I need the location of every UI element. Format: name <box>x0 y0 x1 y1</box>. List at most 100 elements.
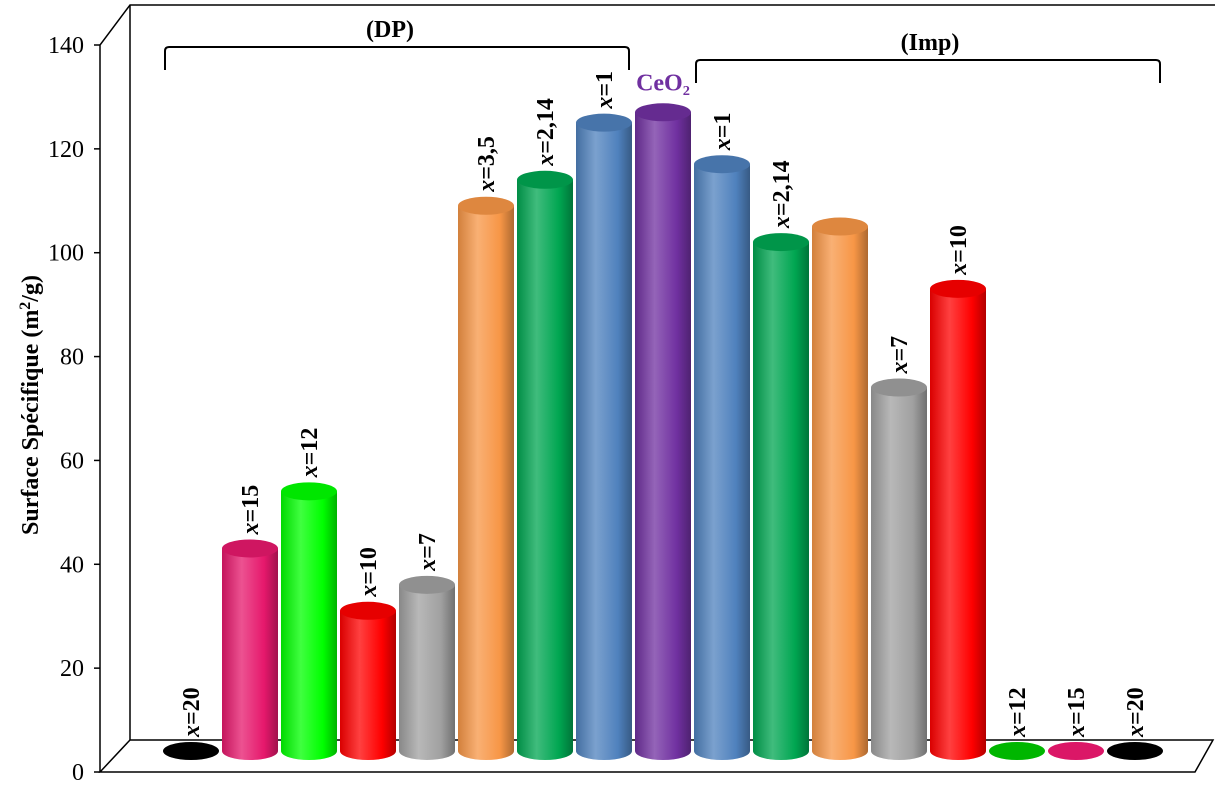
group-bracket <box>164 46 630 70</box>
y-tick-label: 60 <box>60 448 84 474</box>
bar-label: x=2,14 <box>769 160 795 229</box>
bar-label-value: =20 <box>1123 687 1149 725</box>
bar-label: x=1 <box>592 71 618 110</box>
y-tick-label: 100 <box>48 241 84 267</box>
bar-label-value: =1 <box>710 113 736 139</box>
group-label: (DP) <box>366 17 414 43</box>
bar-label: CeO₂ <box>636 70 690 96</box>
bar-label-var: x <box>533 154 559 167</box>
bar-label-var: x <box>179 725 205 738</box>
bar-body <box>281 491 337 760</box>
bar-label-value: =20 <box>179 687 205 725</box>
bar <box>458 196 514 760</box>
bars <box>163 103 1163 761</box>
bar-label-var: x <box>356 585 382 598</box>
y-tick-label: 20 <box>60 656 84 682</box>
group-brackets: (DP) (Imp) <box>164 17 1161 83</box>
bar-top <box>458 196 514 215</box>
bar-label: x=7 <box>887 336 913 375</box>
bar-disc <box>1048 742 1104 760</box>
bar-body <box>576 122 632 760</box>
bar <box>989 742 1045 760</box>
bar-label-var: x <box>238 522 264 535</box>
bar-label-value: =1 <box>592 71 618 97</box>
bar-top <box>399 575 455 594</box>
bar <box>517 170 573 761</box>
bar <box>635 103 691 761</box>
bar-labels: x=20x=15x=12x=10 x=7x=3,5 x=2,14 x=1 CeO₂x=1… <box>179 70 1149 738</box>
bar-label-value: =10 <box>946 225 972 263</box>
bar-label-value: =2,14 <box>769 160 795 216</box>
bar-label: x=12 <box>297 428 323 479</box>
bar-top <box>812 217 868 236</box>
bar-label-var: x <box>297 465 323 478</box>
bar-top <box>930 279 986 298</box>
bar-top <box>340 601 396 620</box>
bar <box>871 378 927 760</box>
bar <box>222 539 278 760</box>
bar-label-value: =15 <box>1064 687 1090 725</box>
bar-body <box>694 164 750 760</box>
bar-label: x=3,5 <box>474 136 500 193</box>
y-tick-label: 40 <box>60 552 84 578</box>
bar-label-var: x <box>1005 725 1031 738</box>
bar-top <box>222 539 278 558</box>
bar-label: x=20 <box>179 687 205 738</box>
bar-label-var: x <box>415 559 441 572</box>
bar-body <box>222 548 278 760</box>
bar <box>399 575 455 760</box>
y-axis-title-end: /g) <box>18 275 44 303</box>
bar-body <box>753 242 809 761</box>
y-tick-label: 140 <box>48 33 84 59</box>
bar <box>812 217 868 760</box>
y-axis-title-main: Surface Spécifique (m <box>18 310 44 535</box>
bar-label-value: =7 <box>887 336 913 362</box>
bar-label-value: =7 <box>415 533 441 559</box>
group-bracket <box>695 59 1161 83</box>
bar <box>163 742 219 760</box>
y-tick-label: 80 <box>60 345 84 371</box>
group-label: (Imp) <box>901 30 960 56</box>
bar-body <box>458 205 514 760</box>
bar <box>340 601 396 760</box>
bar-body <box>871 387 927 760</box>
bar-disc <box>989 742 1045 760</box>
bar <box>1107 742 1163 760</box>
bar-top <box>694 155 750 174</box>
bar-label: x=7 <box>415 533 441 572</box>
bar-label-value: =15 <box>238 485 264 523</box>
bar-top <box>635 103 691 122</box>
bar-label-var: x <box>1064 725 1090 738</box>
bar-body <box>930 288 986 760</box>
bar-label-var: x <box>887 362 913 375</box>
bar-label: x=15 <box>238 485 264 536</box>
y-axis-title: Surface Spécifique (m2/g) <box>17 275 45 535</box>
bar <box>576 113 632 760</box>
bar-label: x=12 <box>1005 687 1031 738</box>
bar-label-value: =12 <box>1005 687 1031 725</box>
bar <box>281 482 337 760</box>
y-tick-label: 120 <box>48 137 84 163</box>
left-wall <box>99 4 1215 772</box>
y-tick-label: 0 <box>72 760 84 786</box>
bar-label-var: x <box>474 180 500 193</box>
bar-label-var: x <box>769 216 795 229</box>
bar-label-var: x <box>1123 725 1149 738</box>
bar-top <box>517 170 573 189</box>
bar-label-var: x <box>710 138 736 151</box>
bar <box>930 279 986 760</box>
bar-top <box>753 233 809 252</box>
bar-label-value: =3,5 <box>474 136 500 180</box>
bar <box>694 155 750 760</box>
bar-label: x=2,14 <box>533 98 559 167</box>
bar-top <box>281 482 337 501</box>
bar-disc <box>1107 742 1163 760</box>
y-axis-title-sup: 2 <box>17 302 34 310</box>
bar-top <box>576 113 632 132</box>
bar-body <box>812 226 868 760</box>
bar-label-value: =12 <box>297 428 323 466</box>
bar-top <box>871 378 927 397</box>
bar-label: x=1 <box>710 113 736 152</box>
bar-label-var: x <box>592 97 618 110</box>
